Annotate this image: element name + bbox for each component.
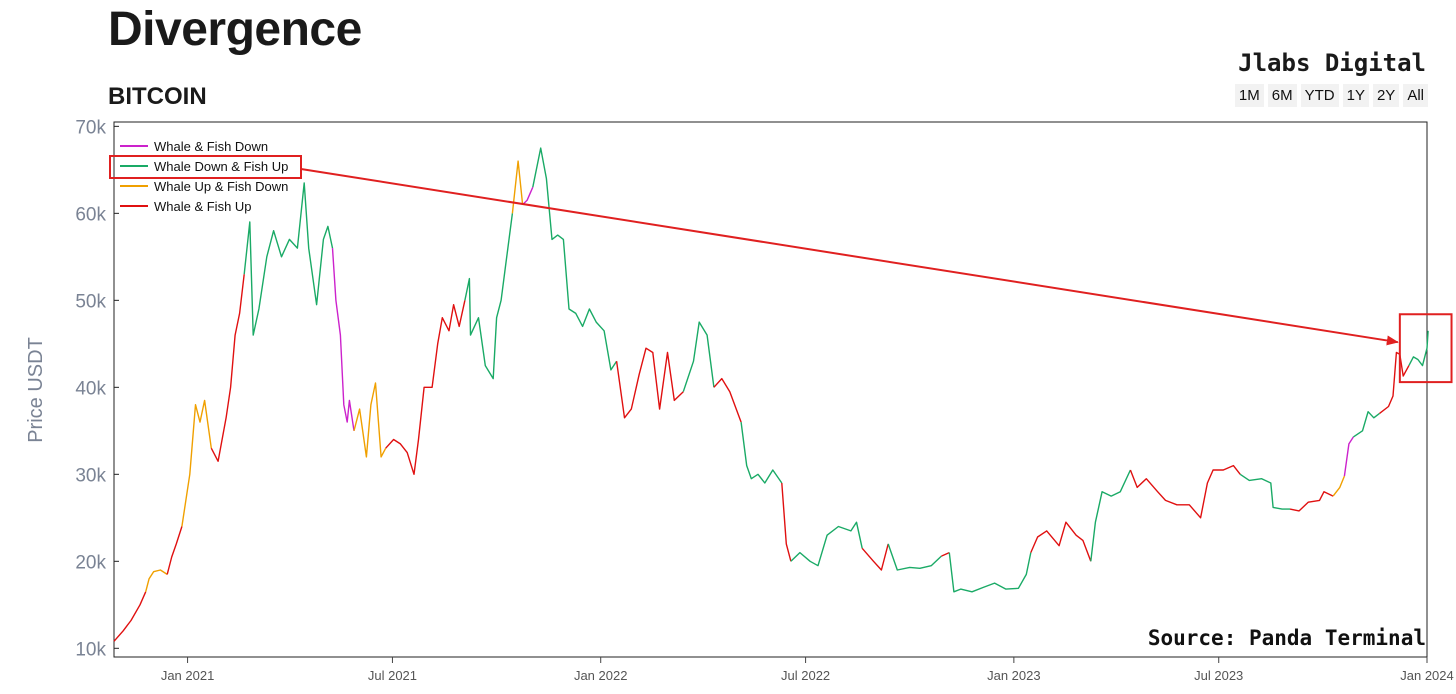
legend-item: Whale Down & Fish Up bbox=[154, 159, 288, 174]
y-tick-label: 60k bbox=[75, 204, 106, 225]
series-line bbox=[1129, 464, 1241, 519]
annotation bbox=[109, 155, 1453, 384]
plot-frame bbox=[113, 121, 1428, 658]
region-highlight-box bbox=[1398, 313, 1453, 384]
series-line bbox=[948, 552, 1032, 593]
series-line bbox=[1353, 411, 1380, 438]
series-line bbox=[331, 248, 355, 431]
x-tick-label: Jan 2022 bbox=[574, 668, 628, 683]
x-axis: Jan 2021 Jul 2021 Jan 2022 Jul 2022 Jan 2023… bbox=[161, 657, 1454, 683]
series-line bbox=[464, 213, 514, 380]
legend-item: Whale Up & Fish Down bbox=[154, 179, 288, 194]
series-line bbox=[740, 422, 783, 484]
series-line bbox=[941, 551, 950, 557]
series-line bbox=[1408, 330, 1429, 367]
chart-subtitle: BITCOIN bbox=[108, 83, 207, 110]
y-tick-label: 20k bbox=[75, 552, 106, 573]
y-tick-label: 10k bbox=[75, 639, 106, 660]
series-line bbox=[682, 321, 715, 392]
series-line bbox=[1289, 491, 1334, 512]
series-line bbox=[113, 591, 147, 642]
y-tick-label: 50k bbox=[75, 291, 106, 312]
series-line bbox=[166, 526, 183, 575]
x-tick-label: Jan 2021 bbox=[161, 668, 215, 683]
range-button-1m[interactable]: 1M bbox=[1234, 84, 1264, 107]
legend-item: Whale & Fish Down bbox=[154, 139, 268, 154]
series-line bbox=[243, 182, 334, 336]
series-line bbox=[210, 274, 245, 462]
range-button-all[interactable]: All bbox=[1403, 84, 1428, 107]
series-line bbox=[887, 543, 942, 571]
page-title: Divergence bbox=[108, 3, 362, 56]
series-line bbox=[145, 569, 168, 592]
x-tick-label: Jan 2023 bbox=[987, 668, 1041, 683]
series-line bbox=[1090, 469, 1132, 562]
series-line bbox=[1332, 475, 1346, 497]
x-tick-label: Jan 2024 bbox=[1400, 668, 1454, 683]
range-button-ytd[interactable]: YTD bbox=[1300, 84, 1339, 107]
series-line bbox=[861, 543, 889, 571]
x-tick-label: Jul 2022 bbox=[781, 668, 830, 683]
range-selector: 1M 6M YTD 1Y 2Y All bbox=[1234, 84, 1428, 107]
series-line bbox=[781, 482, 792, 562]
series-line bbox=[532, 147, 618, 371]
legend-highlight-box bbox=[109, 155, 302, 179]
y-tick-label: 30k bbox=[75, 465, 106, 486]
price-series bbox=[113, 147, 1429, 642]
series-line bbox=[1379, 351, 1410, 414]
legend: Whale & Fish Down Whale Down & Fish Up Wha… bbox=[120, 139, 288, 214]
legend-item: Whale & Fish Up bbox=[154, 199, 252, 214]
y-tick-label: 40k bbox=[75, 378, 106, 399]
series-line bbox=[1239, 473, 1290, 510]
series-line bbox=[511, 160, 524, 214]
series-line bbox=[522, 186, 534, 206]
series-line bbox=[353, 382, 387, 458]
x-tick-label: Jul 2023 bbox=[1194, 668, 1243, 683]
series-line bbox=[615, 347, 684, 419]
range-button-1y[interactable]: 1Y bbox=[1342, 84, 1369, 107]
brand-logo-text: Jlabs Digital bbox=[1238, 49, 1426, 77]
series-line bbox=[1030, 521, 1092, 562]
series-line bbox=[1343, 436, 1354, 477]
y-axis-title: Price USDT bbox=[25, 337, 47, 443]
range-button-2y[interactable]: 2Y bbox=[1372, 84, 1400, 107]
y-axis: 10k 20k 30k 40k 50k 60k 70k bbox=[75, 117, 119, 660]
x-tick-label: Jul 2021 bbox=[368, 668, 417, 683]
source-label: Source: Panda Terminal bbox=[1148, 626, 1426, 650]
series-line bbox=[385, 300, 466, 475]
series-line bbox=[181, 399, 212, 527]
y-tick-label: 70k bbox=[75, 117, 106, 138]
range-button-6m[interactable]: 6M bbox=[1267, 84, 1297, 107]
series-line bbox=[790, 521, 863, 567]
annotation-arrow bbox=[300, 168, 1399, 346]
series-line bbox=[713, 377, 742, 423]
